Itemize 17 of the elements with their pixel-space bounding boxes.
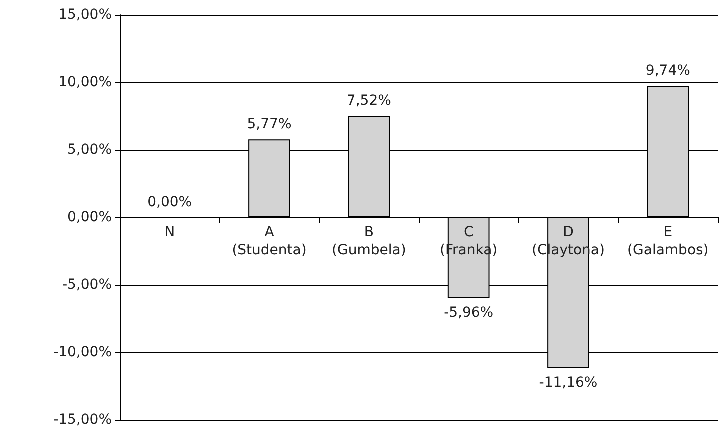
x-tick-label: N — [164, 224, 176, 240]
y-tick-label: 0,00% — [68, 210, 112, 226]
y-tick-label: -10,00% — [54, 344, 112, 360]
y-tick-label: 15,00% — [58, 7, 112, 23]
x-tick-label: A (Studenta) — [232, 224, 307, 258]
x-tick-label: E (Galambos) — [628, 224, 709, 258]
y-tick-label: -15,00% — [54, 412, 112, 428]
data-label: 7,52% — [346, 92, 392, 109]
data-label: -5,96% — [444, 304, 494, 321]
y-tick-label: 5,00% — [68, 142, 112, 158]
data-label: 9,74% — [646, 63, 690, 80]
x-tick-label: B (Gumbela) — [332, 224, 406, 258]
data-label: 0,00% — [148, 194, 192, 210]
y-tick-label: 10,00% — [58, 74, 112, 90]
data-label: 5,77% — [247, 116, 292, 133]
y-tick-label: -5,00% — [62, 277, 112, 293]
data-label: -11,16% — [539, 375, 598, 392]
